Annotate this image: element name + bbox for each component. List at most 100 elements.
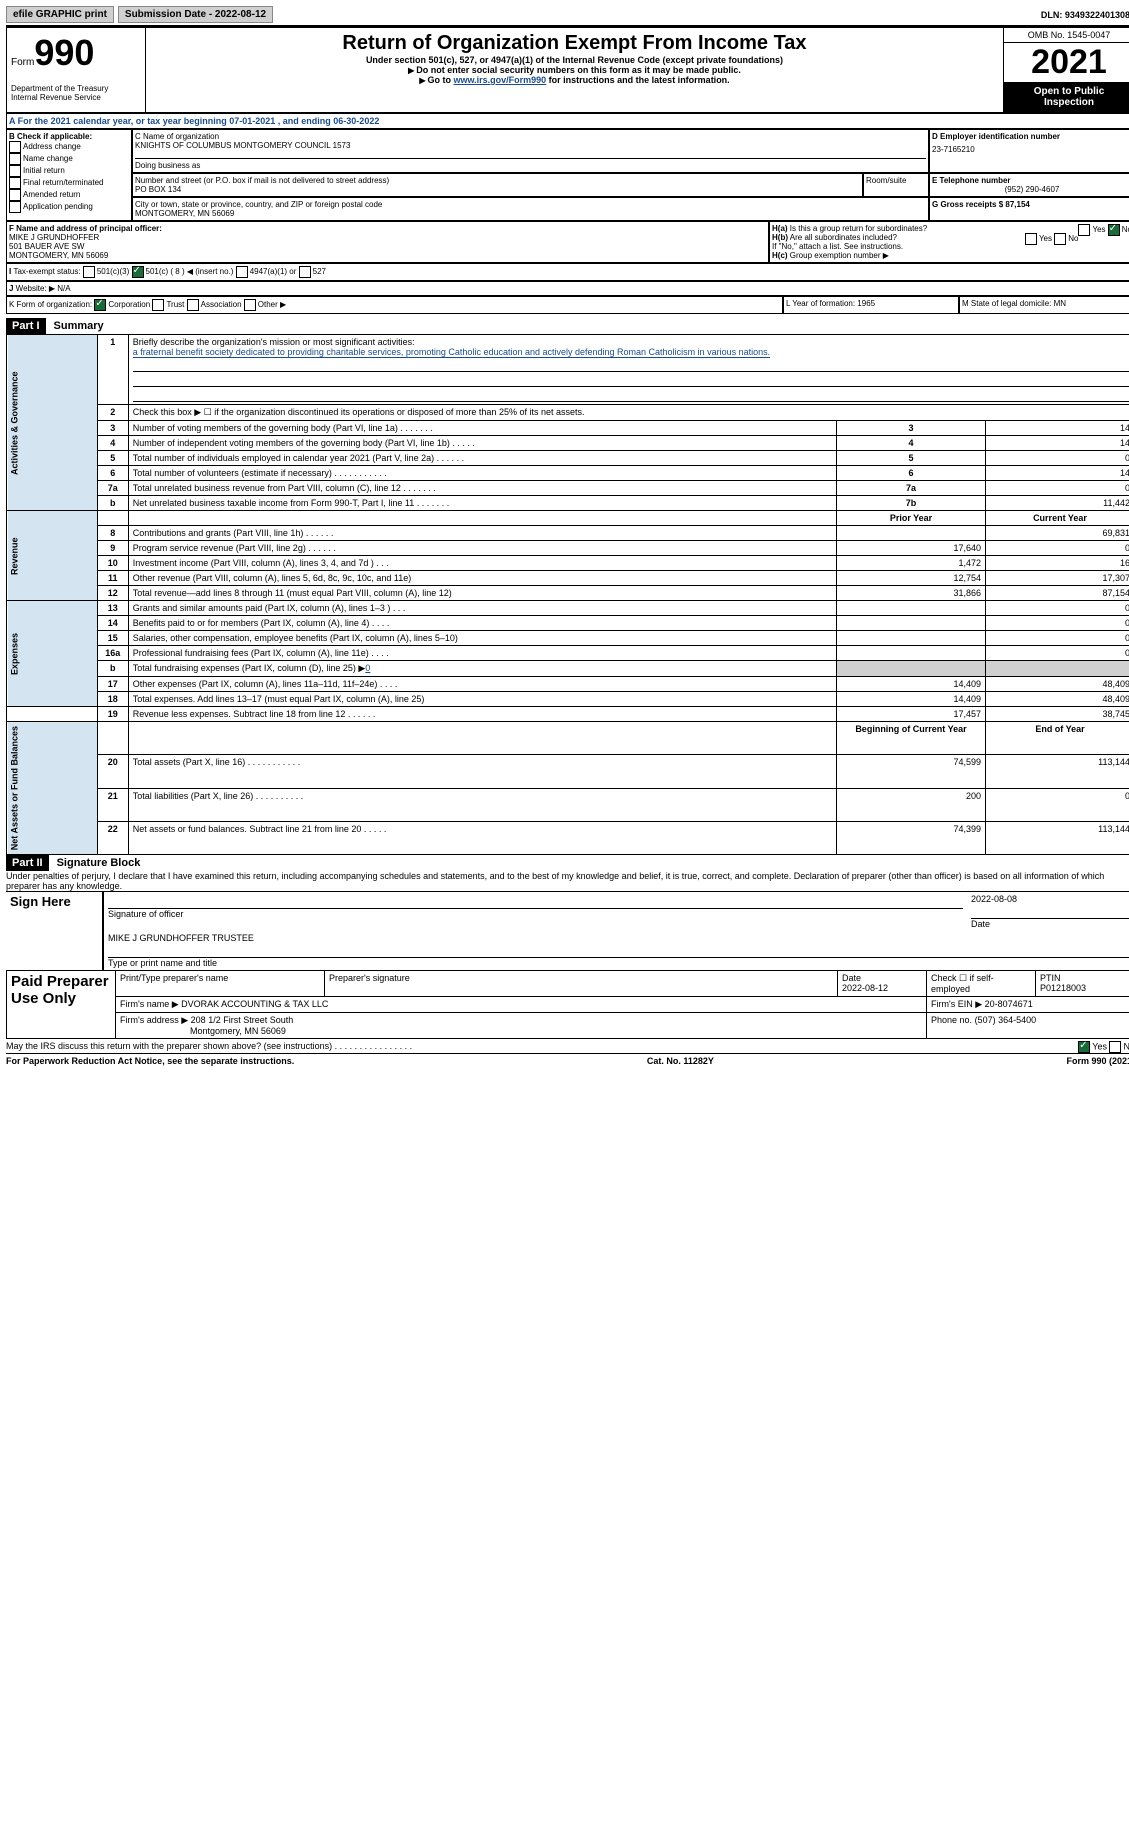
part2-title: Signature Block [57, 857, 141, 869]
officer-name: MIKE J GRUNDHOFFER [9, 233, 766, 242]
phone-label: E Telephone number [932, 176, 1129, 185]
discuss-text: May the IRS discuss this return with the… [6, 1041, 412, 1051]
final-return-checkbox[interactable] [9, 177, 21, 189]
firm-ein: 20-8074671 [985, 999, 1033, 1009]
dln-label: DLN: 93493224013082 [1041, 10, 1129, 20]
state-domicile: M State of legal domicile: MN [959, 296, 1129, 314]
line3-val: 14 [986, 421, 1129, 436]
line3-text: Number of voting members of the governin… [128, 421, 836, 436]
addr-value: PO BOX 134 [135, 185, 860, 194]
irs-link[interactable]: www.irs.gov/Form990 [453, 75, 546, 85]
line19-text: Revenue less expenses. Subtract line 18 … [128, 707, 836, 722]
line9-text: Program service revenue (Part VIII, line… [128, 541, 836, 556]
footer-left: For Paperwork Reduction Act Notice, see … [6, 1056, 294, 1066]
sig-officer-label: Signature of officer [108, 909, 963, 919]
sig-name-label: Type or print name and title [108, 958, 1129, 968]
line18-text: Total expenses. Add lines 13–17 (must eq… [128, 692, 836, 707]
assoc-checkbox[interactable] [187, 299, 199, 311]
discuss-yes-checkbox[interactable] [1078, 1041, 1090, 1053]
mission-label: Briefly describe the organization's miss… [133, 337, 415, 347]
prep-sig-label: Preparer's signature [329, 973, 833, 983]
note-ssn: Do not enter social security numbers on … [150, 65, 999, 75]
prep-date-label: Date [842, 973, 861, 983]
begin-year-header: Beginning of Current Year [837, 722, 986, 755]
h-c-label: Group exemption number ▶ [790, 251, 889, 260]
tax-exempt-label: Tax-exempt status: [13, 267, 80, 276]
city-label: City or town, state or province, country… [135, 200, 926, 209]
activities-vert: Activities & Governance [7, 335, 98, 511]
dept-label: Department of the Treasury [11, 84, 141, 93]
line16b-text: Total fundraising expenses (Part IX, col… [128, 661, 836, 677]
expenses-vert: Expenses [7, 601, 98, 707]
name-change-checkbox[interactable] [9, 153, 21, 165]
hb-no-checkbox[interactable] [1054, 233, 1066, 245]
form-number: 990 [34, 32, 94, 73]
irs-label: Internal Revenue Service [11, 93, 141, 102]
527-checkbox[interactable] [299, 266, 311, 278]
mission-text: a fraternal benefit society dedicated to… [133, 347, 770, 358]
discuss-no-checkbox[interactable] [1109, 1041, 1121, 1053]
form-subtitle: Under section 501(c), 527, or 4947(a)(1)… [150, 55, 999, 65]
website-value: N/A [57, 284, 70, 293]
tax-year: 2021 [1004, 43, 1129, 82]
revenue-vert: Revenue [7, 511, 98, 601]
org-name: KNIGHTS OF COLUMBUS MONTGOMERY COUNCIL 1… [135, 141, 926, 150]
501c3-checkbox[interactable] [83, 266, 95, 278]
501c-checkbox[interactable] [132, 266, 144, 278]
ha-no-checkbox[interactable] [1108, 224, 1120, 236]
form-org-label: K Form of organization: [9, 300, 92, 309]
room-label: Room/suite [863, 173, 929, 197]
efile-print-button[interactable]: efile GRAPHIC print [6, 6, 114, 23]
firm-addr-label: Firm's address ▶ [120, 1015, 188, 1025]
form-title: Return of Organization Exempt From Incom… [150, 32, 999, 55]
corp-checkbox[interactable] [94, 299, 106, 311]
end-year-header: End of Year [986, 722, 1129, 755]
line14-text: Benefits paid to or for members (Part IX… [128, 616, 836, 631]
line13-text: Grants and similar amounts paid (Part IX… [128, 601, 836, 616]
line17-text: Other expenses (Part IX, column (A), lin… [128, 677, 836, 692]
line16b-link[interactable]: 0 [365, 663, 370, 673]
line5-val: 0 [986, 451, 1129, 466]
ha-yes-checkbox[interactable] [1078, 224, 1090, 236]
prep-name-label: Print/Type preparer's name [120, 973, 320, 983]
note-goto-post: for instructions and the latest informat… [546, 75, 730, 85]
submission-date-badge: Submission Date - 2022-08-12 [118, 6, 273, 23]
trust-checkbox[interactable] [152, 299, 164, 311]
line15-text: Salaries, other compensation, employee b… [128, 631, 836, 646]
current-year-header: Current Year [986, 511, 1129, 526]
app-pending-checkbox[interactable] [9, 201, 21, 213]
amended-return-checkbox[interactable] [9, 189, 21, 201]
firm-phone-label: Phone no. [931, 1015, 972, 1025]
penalties-text: Under penalties of perjury, I declare th… [6, 871, 1129, 892]
sig-date-label: Date [971, 919, 1129, 929]
year-formation: L Year of formation: 1965 [783, 296, 959, 314]
h-b-label: Are all subordinates included? [790, 233, 897, 242]
line4-text: Number of independent voting members of … [128, 436, 836, 451]
other-checkbox[interactable] [244, 299, 256, 311]
footer-right: Form 990 (2021) [1066, 1056, 1129, 1066]
line11-text: Other revenue (Part VIII, column (A), li… [128, 571, 836, 586]
line4-val: 14 [986, 436, 1129, 451]
firm-ein-label: Firm's EIN ▶ [931, 999, 982, 1009]
line20-text: Total assets (Part X, line 16) . . . . .… [128, 755, 836, 788]
line10-text: Investment income (Part VIII, column (A)… [128, 556, 836, 571]
line8-text: Contributions and grants (Part VIII, lin… [128, 526, 836, 541]
self-emp: Check ☐ if self-employed [927, 971, 1036, 997]
omb-label: OMB No. 1545-0047 [1004, 28, 1129, 43]
line12-text: Total revenue—add lines 8 through 11 (mu… [128, 586, 836, 601]
4947-checkbox[interactable] [236, 266, 248, 278]
summary-table: Activities & Governance 1 Briefly descri… [6, 334, 1129, 855]
form-word: Form [11, 57, 34, 68]
footer-mid: Cat. No. 11282Y [647, 1056, 714, 1066]
line21-text: Total liabilities (Part X, line 26) . . … [128, 788, 836, 821]
addr-change-checkbox[interactable] [9, 141, 21, 153]
hb-yes-checkbox[interactable] [1025, 233, 1037, 245]
form-header: Form990 Department of the Treasury Inter… [6, 27, 1129, 113]
org-name-label: C Name of organization [135, 132, 926, 141]
firm-name-label: Firm's name ▶ [120, 999, 179, 1009]
initial-return-checkbox[interactable] [9, 165, 21, 177]
public-inspection: Open to Public Inspection [1004, 82, 1129, 112]
part1-badge: Part I [6, 318, 46, 334]
part2-badge: Part II [6, 855, 49, 871]
ein-value: 23-7165210 [932, 145, 1129, 154]
